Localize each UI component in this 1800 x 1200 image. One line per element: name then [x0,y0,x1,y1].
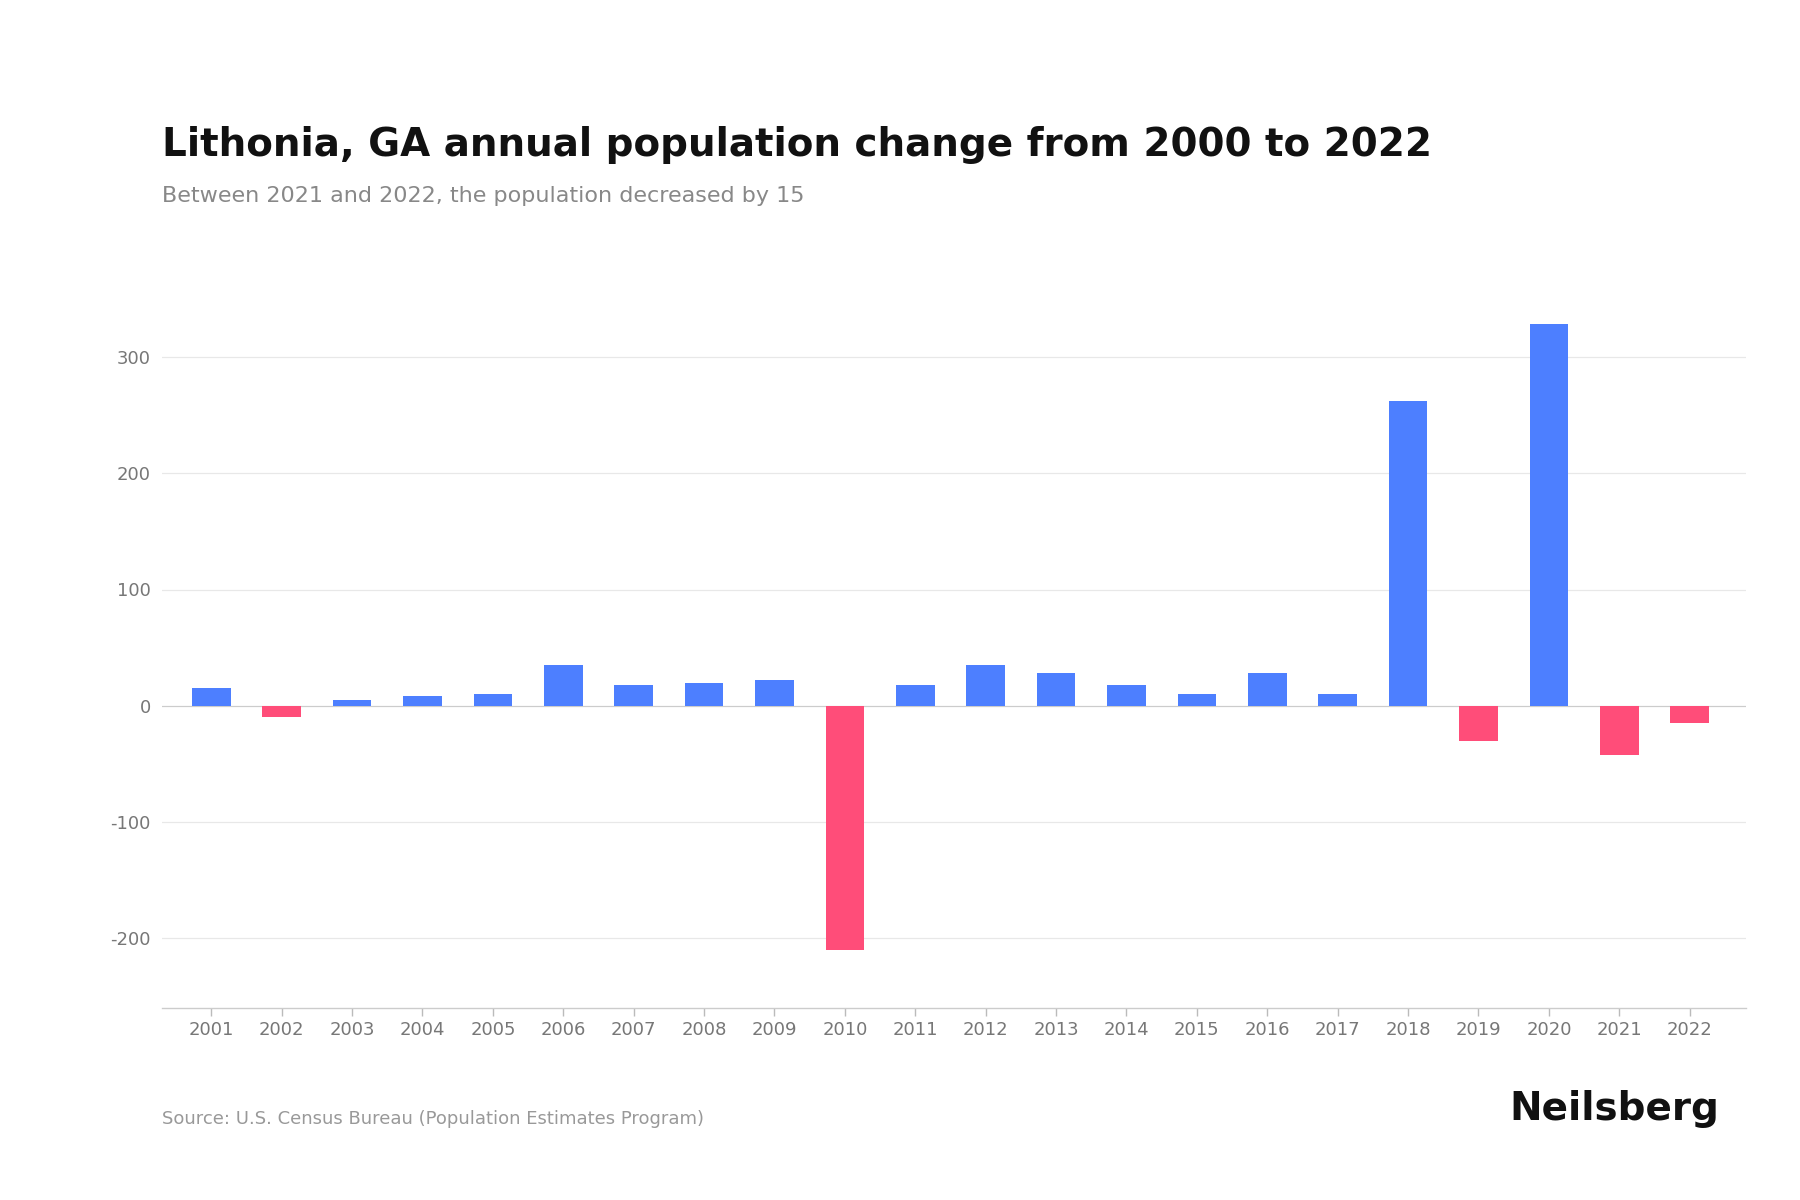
Bar [1460,706,1498,740]
Text: Source: U.S. Census Bureau (Population Estimates Program): Source: U.S. Census Bureau (Population E… [162,1110,704,1128]
Text: Between 2021 and 2022, the population decreased by 15: Between 2021 and 2022, the population de… [162,186,805,206]
Bar [473,694,513,706]
Bar [826,706,864,950]
Text: Lithonia, GA annual population change from 2000 to 2022: Lithonia, GA annual population change fr… [162,126,1433,164]
Bar [684,683,724,706]
Bar [403,696,441,706]
Bar [333,700,371,706]
Bar [1318,694,1357,706]
Bar [1530,324,1568,706]
Bar [1247,673,1287,706]
Text: Neilsberg: Neilsberg [1508,1090,1719,1128]
Bar [1107,685,1147,706]
Bar [1600,706,1638,755]
Bar [967,665,1004,706]
Bar [756,680,794,706]
Bar [263,706,301,718]
Bar [1390,401,1427,706]
Bar [193,689,230,706]
Bar [544,665,583,706]
Bar [1670,706,1708,724]
Bar [1177,694,1217,706]
Bar [1037,673,1075,706]
Bar [896,685,934,706]
Bar [614,685,653,706]
